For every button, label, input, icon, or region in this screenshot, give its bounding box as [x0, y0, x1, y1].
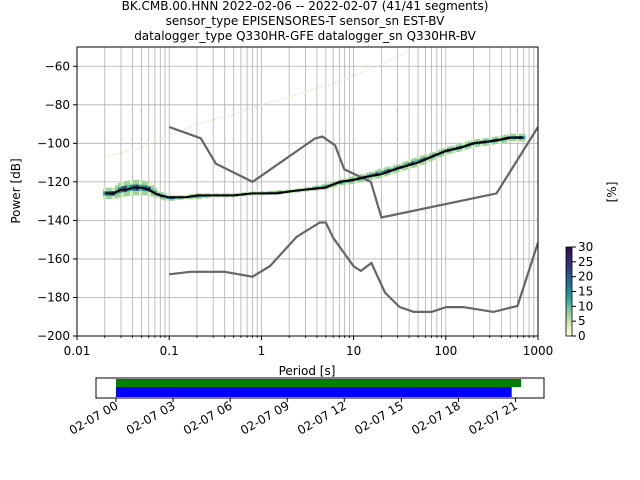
x-tick-label: 1000: [523, 344, 554, 358]
coverage-tick-label: 02-07 00: [67, 398, 121, 437]
x-tick-label: 0.01: [64, 344, 91, 358]
x-axis-label: Period [s]: [279, 364, 336, 378]
psd-plot: 0.01 0.1 1 10 100 1000 −200 −180 −160 −140 −120 −1…: [9, 46, 554, 378]
x-axis-ticks: 0.01 0.1 1 10 100 1000: [64, 336, 554, 358]
colorbar-tick-label: 20: [578, 270, 593, 284]
title-line-3: datalogger_type Q330HR-GFE datalogger_sn…: [134, 29, 476, 43]
mean-line: [104, 50, 410, 158]
y-axis-ticks: −200 −180 −160 −140 −120 −100 −80 −60: [37, 59, 77, 343]
coverage-tick-label: 02-07 03: [124, 398, 178, 437]
psd-band-core: [276, 191, 281, 194]
coverage-bar-blue: [116, 387, 512, 397]
x-tick-label: 10: [346, 344, 361, 358]
y-axis-label: Power [dB]: [9, 158, 23, 223]
colorbar-gradient: [565, 246, 573, 337]
y-tick-label: −100: [37, 136, 70, 150]
coverage-tick-label: 02-07 06: [181, 398, 235, 437]
nlnm-line: [169, 221, 538, 314]
colorbar-tick-label: 15: [578, 285, 593, 299]
colorbar-tick-label: 30: [578, 240, 593, 254]
nhnm-line: [168, 125, 538, 219]
y-tick-label: −160: [37, 252, 70, 266]
coverage-tick-label: 02-07 21: [466, 398, 520, 437]
y-tick-label: −80: [45, 98, 70, 112]
colorbar-tick-label: 5: [578, 314, 586, 328]
y-tick-label: −120: [37, 175, 70, 189]
psd-density: [102, 133, 526, 201]
coverage-tick-label: 02-07 12: [295, 398, 349, 437]
colorbar-tick-label: 0: [578, 329, 586, 343]
coverage-tick-label: 02-07 15: [352, 398, 406, 437]
psd-band-core: [102, 191, 107, 196]
model-lines: [104, 50, 538, 314]
title-line-1: BK.CMB.00.HNN 2022-02-06 -- 2022-02-07 (…: [122, 0, 489, 13]
coverage-plot: 02-07 00 02-07 03 02-07 06 02-07 09 02-07 12…: [67, 377, 545, 438]
plot-frame: [76, 46, 539, 337]
title-block: BK.CMB.00.HNN 2022-02-06 -- 2022-02-07 (…: [122, 0, 489, 43]
title-line-2: sensor_type EPISENSORES-T sensor_sn EST-…: [166, 14, 446, 28]
coverage-ticks: 02-07 00 02-07 03 02-07 06 02-07 09 02-07 12…: [67, 398, 520, 438]
colorbar-tick-label: 10: [578, 299, 593, 313]
coverage-bars: [116, 379, 522, 397]
x-tick-label: 0.1: [160, 344, 179, 358]
coverage-bar-green: [116, 379, 522, 387]
coverage-tick-label: 02-07 09: [238, 398, 292, 437]
y-tick-label: −180: [37, 290, 70, 304]
x-tick-label: 100: [434, 344, 457, 358]
x-tick-label: 1: [258, 344, 266, 358]
y-tick-label: −60: [45, 59, 70, 73]
colorbar-tick-label: 25: [578, 255, 593, 269]
y-tick-label: −200: [37, 329, 70, 343]
mode-line: [104, 136, 524, 199]
psd-band-core: [521, 136, 526, 140]
coverage-tick-label: 02-07 18: [409, 398, 463, 437]
y-tick-label: −140: [37, 213, 70, 227]
colorbar-label: [%]: [605, 182, 619, 203]
